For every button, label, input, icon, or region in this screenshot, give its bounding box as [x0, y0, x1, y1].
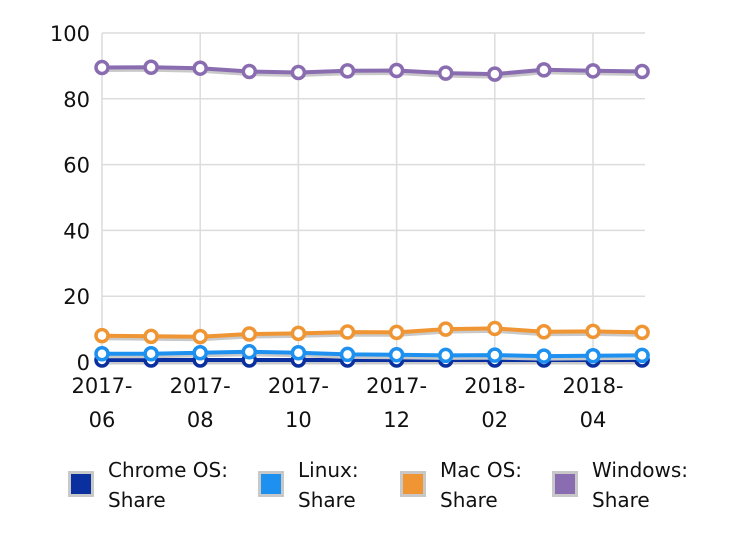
data-point-mac-os — [487, 320, 503, 337]
legend-swatch — [258, 471, 284, 497]
data-point-windows — [94, 59, 110, 76]
data-point-windows — [143, 59, 159, 75]
legend-label-line: Chrome OS: — [108, 458, 228, 482]
data-point-linux — [241, 344, 258, 360]
data-point-linux — [388, 347, 405, 363]
legend-label-line: Share — [592, 488, 650, 512]
x-tick-label: 10 — [285, 408, 312, 432]
data-point-windows — [339, 63, 356, 79]
data-point-windows — [585, 63, 601, 79]
y-tick-label: 0 — [77, 351, 90, 375]
legend-label: Windows: Share — [592, 455, 688, 515]
series-line-windows — [101, 65, 643, 77]
legend-label-line: Linux: — [298, 458, 359, 482]
x-tick-label: 2017- — [268, 374, 329, 398]
data-point-mac-os — [192, 328, 208, 345]
data-point-linux — [487, 347, 503, 363]
data-point-mac-os — [536, 323, 552, 340]
y-tick-label: 60 — [63, 154, 90, 178]
x-tick-label: 06 — [89, 408, 116, 432]
data-point-mac-os — [634, 324, 650, 341]
data-point-windows — [437, 65, 454, 81]
data-point-linux — [192, 345, 208, 361]
data-point-mac-os — [585, 323, 601, 340]
legend-swatch — [400, 471, 426, 497]
data-point-windows — [487, 66, 503, 82]
data-point-linux — [536, 348, 552, 364]
data-point-linux — [437, 347, 454, 364]
series-line-shadow-windows — [101, 67, 643, 79]
legend: Chrome OS: Share Linux: Share Mac OS: Share Wi… — [68, 455, 750, 525]
y-tick-label: 100 — [50, 22, 90, 46]
data-point-mac-os — [388, 324, 405, 341]
data-point-mac-os — [241, 326, 258, 342]
series-line-shadow-linux — [102, 352, 643, 361]
legend-label-line: Share — [440, 488, 498, 512]
x-tick-label: 2017- — [170, 374, 231, 398]
legend-label-line: Share — [108, 488, 166, 512]
series-line-linux — [102, 349, 643, 359]
legend-item-linux[interactable]: Linux: Share — [258, 455, 359, 515]
data-point-windows — [290, 64, 307, 81]
data-point-mac-os — [290, 325, 307, 342]
data-point-mac-os — [339, 324, 356, 340]
x-tick-label: 2017- — [71, 374, 132, 398]
x-tick-label: 2017- — [366, 374, 427, 398]
data-point-linux — [143, 346, 159, 362]
series-line-shadow-mac-os — [101, 328, 643, 342]
legend-item-chrome-os[interactable]: Chrome OS: Share — [68, 455, 228, 515]
legend-label-line: Share — [298, 488, 356, 512]
series-line-mac-os — [101, 326, 643, 339]
legend-swatch — [552, 471, 578, 497]
data-point-linux — [339, 346, 356, 363]
x-tick-label: 04 — [580, 408, 607, 432]
data-point-linux — [585, 347, 601, 364]
y-tick-label: 80 — [63, 88, 90, 112]
x-tick-label: 08 — [187, 408, 214, 432]
legend-item-windows[interactable]: Windows: Share — [552, 455, 688, 515]
legend-label-line: Windows: — [592, 458, 689, 482]
data-point-linux — [290, 345, 307, 361]
legend-label-line: Mac OS: — [440, 458, 523, 482]
data-point-mac-os — [94, 327, 110, 344]
legend-swatch — [68, 471, 94, 497]
legend-label: Mac OS: Share — [440, 455, 522, 515]
x-tick-label: 2018- — [562, 374, 623, 398]
legend-label: Chrome OS: Share — [108, 455, 228, 515]
data-point-windows — [388, 62, 405, 79]
data-point-linux — [634, 347, 650, 364]
legend-item-mac-os[interactable]: Mac OS: Share — [400, 455, 522, 515]
data-point-windows — [241, 63, 258, 80]
data-point-mac-os — [143, 328, 159, 345]
y-tick-label: 40 — [63, 219, 90, 243]
data-point-windows — [192, 60, 208, 76]
data-point-mac-os — [437, 321, 454, 337]
data-point-windows — [536, 62, 552, 78]
x-tick-label: 2018- — [464, 374, 525, 398]
legend-label: Linux: Share — [298, 455, 359, 515]
data-point-linux — [94, 346, 110, 362]
data-point-windows — [634, 63, 650, 80]
y-tick-label: 20 — [63, 285, 90, 309]
x-tick-label: 12 — [383, 408, 410, 432]
x-tick-label: 02 — [481, 408, 508, 432]
